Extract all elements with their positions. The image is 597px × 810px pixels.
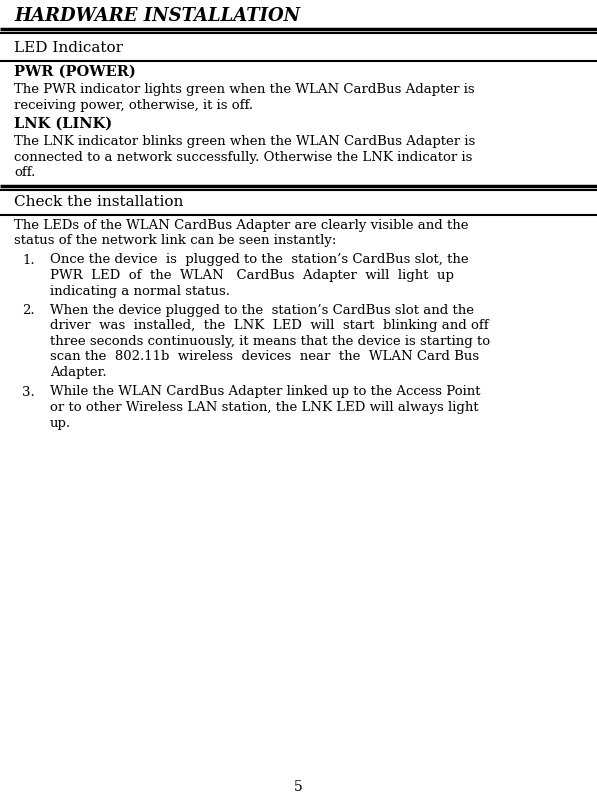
- Text: Once the device  is  plugged to the  station’s CardBus slot, the: Once the device is plugged to the statio…: [50, 254, 469, 266]
- Text: The LEDs of the WLAN CardBus Adapter are clearly visible and the: The LEDs of the WLAN CardBus Adapter are…: [14, 219, 469, 232]
- Text: status of the network link can be seen instantly:: status of the network link can be seen i…: [14, 234, 336, 247]
- Text: 3.: 3.: [22, 386, 35, 399]
- Text: receiving power, otherwise, it is off.: receiving power, otherwise, it is off.: [14, 99, 253, 112]
- Text: LNK (LINK): LNK (LINK): [14, 117, 112, 131]
- Text: While the WLAN CardBus Adapter linked up to the Access Point: While the WLAN CardBus Adapter linked up…: [50, 386, 481, 399]
- Text: scan the  802.11b  wireless  devices  near  the  WLAN Card Bus: scan the 802.11b wireless devices near t…: [50, 351, 479, 364]
- Text: 5: 5: [294, 780, 303, 794]
- Text: off.: off.: [14, 166, 35, 179]
- Text: PWR  LED  of  the  WLAN   CardBus  Adapter  will  light  up: PWR LED of the WLAN CardBus Adapter will…: [50, 269, 454, 282]
- Text: The LNK indicator blinks green when the WLAN CardBus Adapter is: The LNK indicator blinks green when the …: [14, 135, 475, 148]
- Text: up.: up.: [50, 416, 71, 429]
- Text: three seconds continuously, it means that the device is starting to: three seconds continuously, it means tha…: [50, 335, 490, 348]
- Text: indicating a normal status.: indicating a normal status.: [50, 284, 230, 297]
- Text: driver  was  installed,  the  LNK  LED  will  start  blinking and off: driver was installed, the LNK LED will s…: [50, 319, 488, 332]
- Text: connected to a network successfully. Otherwise the LNK indicator is: connected to a network successfully. Oth…: [14, 151, 472, 164]
- Text: 1.: 1.: [22, 254, 35, 266]
- Text: LED Indicator: LED Indicator: [14, 41, 123, 55]
- Text: When the device plugged to the  station’s CardBus slot and the: When the device plugged to the station’s…: [50, 304, 474, 317]
- Text: HARDWARE INSTALLATION: HARDWARE INSTALLATION: [14, 7, 300, 25]
- Text: The PWR indicator lights green when the WLAN CardBus Adapter is: The PWR indicator lights green when the …: [14, 83, 475, 96]
- Text: or to other Wireless LAN station, the LNK LED will always light: or to other Wireless LAN station, the LN…: [50, 401, 479, 414]
- Text: Adapter.: Adapter.: [50, 366, 107, 379]
- Text: PWR (POWER): PWR (POWER): [14, 65, 136, 79]
- Text: Check the installation: Check the installation: [14, 194, 183, 208]
- Text: 2.: 2.: [22, 304, 35, 317]
